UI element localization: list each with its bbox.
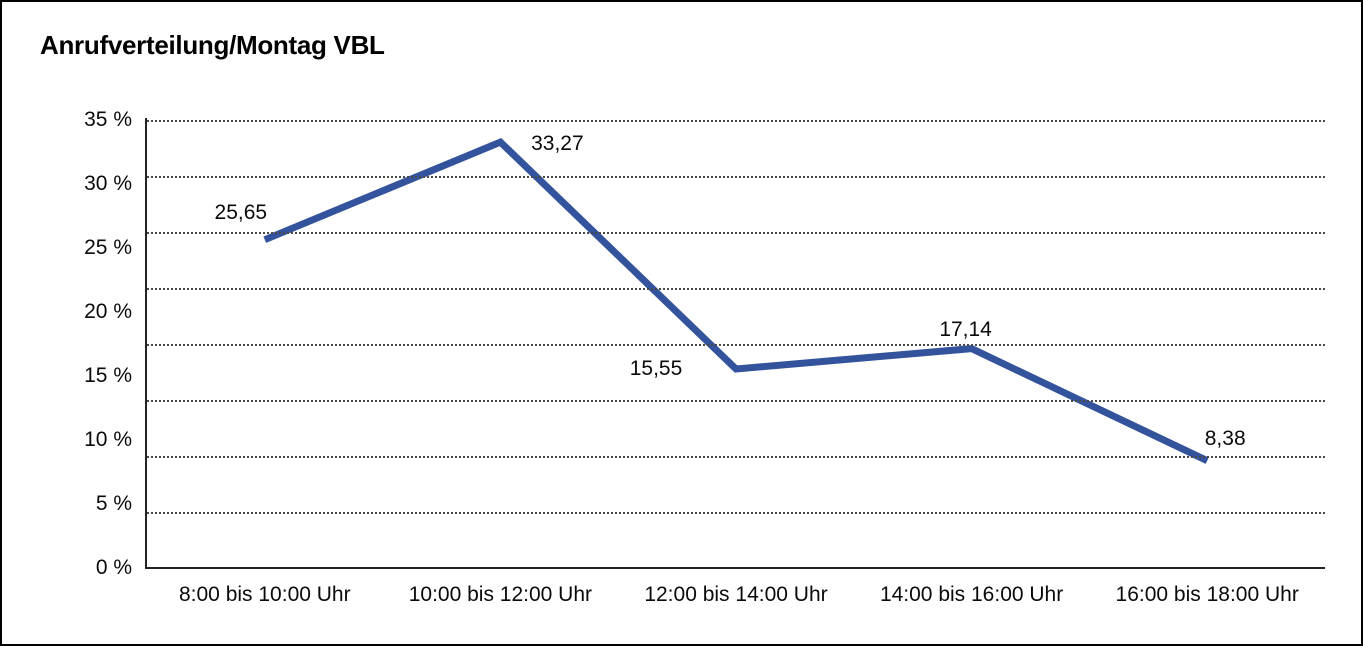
y-tick-label: 20 % [84,300,132,323]
data-line [263,137,1209,464]
plot-area [147,120,1325,568]
y-tick-label: 0 % [95,556,132,579]
horizontal-gridline [147,456,1325,458]
y-tick-label: 10 % [84,428,132,451]
horizontal-gridline [147,400,1325,402]
y-tick-label: 30 % [84,172,132,195]
horizontal-gridline [147,344,1325,346]
horizontal-gridline [147,232,1325,234]
data-point-label: 15,55 [629,356,683,380]
x-tick-label: 14:00 bis 16:00 Uhr [879,583,1064,606]
y-tick-label: 5 % [95,492,132,515]
data-point-label: 25,65 [214,200,268,224]
y-tick-label: 25 % [84,236,132,259]
x-tick-label: 10:00 bis 12:00 Uhr [408,583,593,606]
horizontal-gridline [147,120,1325,122]
horizontal-gridline [147,512,1325,514]
data-point-label: 8,38 [1204,426,1246,450]
horizontal-gridline [147,288,1325,290]
x-axis-line [145,567,1325,569]
data-point-label: 17,14 [939,317,992,341]
x-tick-label: 16:00 bis 18:00 Uhr [1115,583,1299,606]
data-line-svg [263,137,1209,464]
y-tick-label: 35 % [84,108,132,131]
y-axis-line [145,118,147,569]
x-tick-label: 8:00 bis 10:00 Uhr [178,583,351,606]
x-tick-label: 12:00 bis 14:00 Uhr [644,583,828,606]
chart-title: Anrufverteilung/Montag VBL [40,30,385,60]
y-tick-label: 15 % [84,364,132,387]
data-point-label: 33,27 [531,132,584,156]
horizontal-gridline [147,176,1325,178]
